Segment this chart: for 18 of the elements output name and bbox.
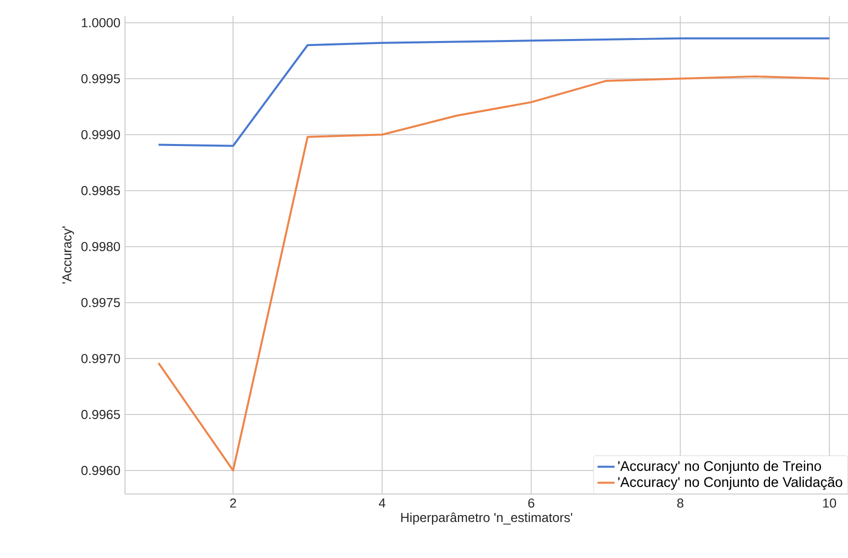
y-tick-label: 0.9965 [81, 410, 120, 420]
x-tick-label: 8 [677, 498, 684, 508]
y-tick-label: 1.0000 [82, 18, 120, 28]
y-tick-label: 0.9975 [81, 298, 120, 308]
y-tick-label: 0.9995 [81, 74, 120, 84]
y-tick-label: 0.9970 [81, 354, 120, 364]
y-axis-title: 'Accuracy' [62, 226, 74, 284]
x-axis-title: Hiperparâmetro 'n_estimators' [401, 512, 572, 525]
x-tick-label: 4 [378, 498, 386, 508]
x-tick-label: 10 [823, 498, 836, 508]
y-tick-label: 0.9985 [81, 186, 120, 196]
y-tick-label: 0.9990 [81, 130, 120, 140]
x-tick-label: 2 [230, 498, 236, 508]
legend-label: 'Accuracy' no Conjunto de Treino [618, 460, 822, 474]
legend-label: 'Accuracy' no Conjunto de Validação [618, 476, 842, 490]
y-tick-label: 0.9980 [81, 242, 120, 252]
y-tick-label: 0.9960 [81, 466, 120, 476]
x-tick-label: 6 [528, 498, 534, 508]
